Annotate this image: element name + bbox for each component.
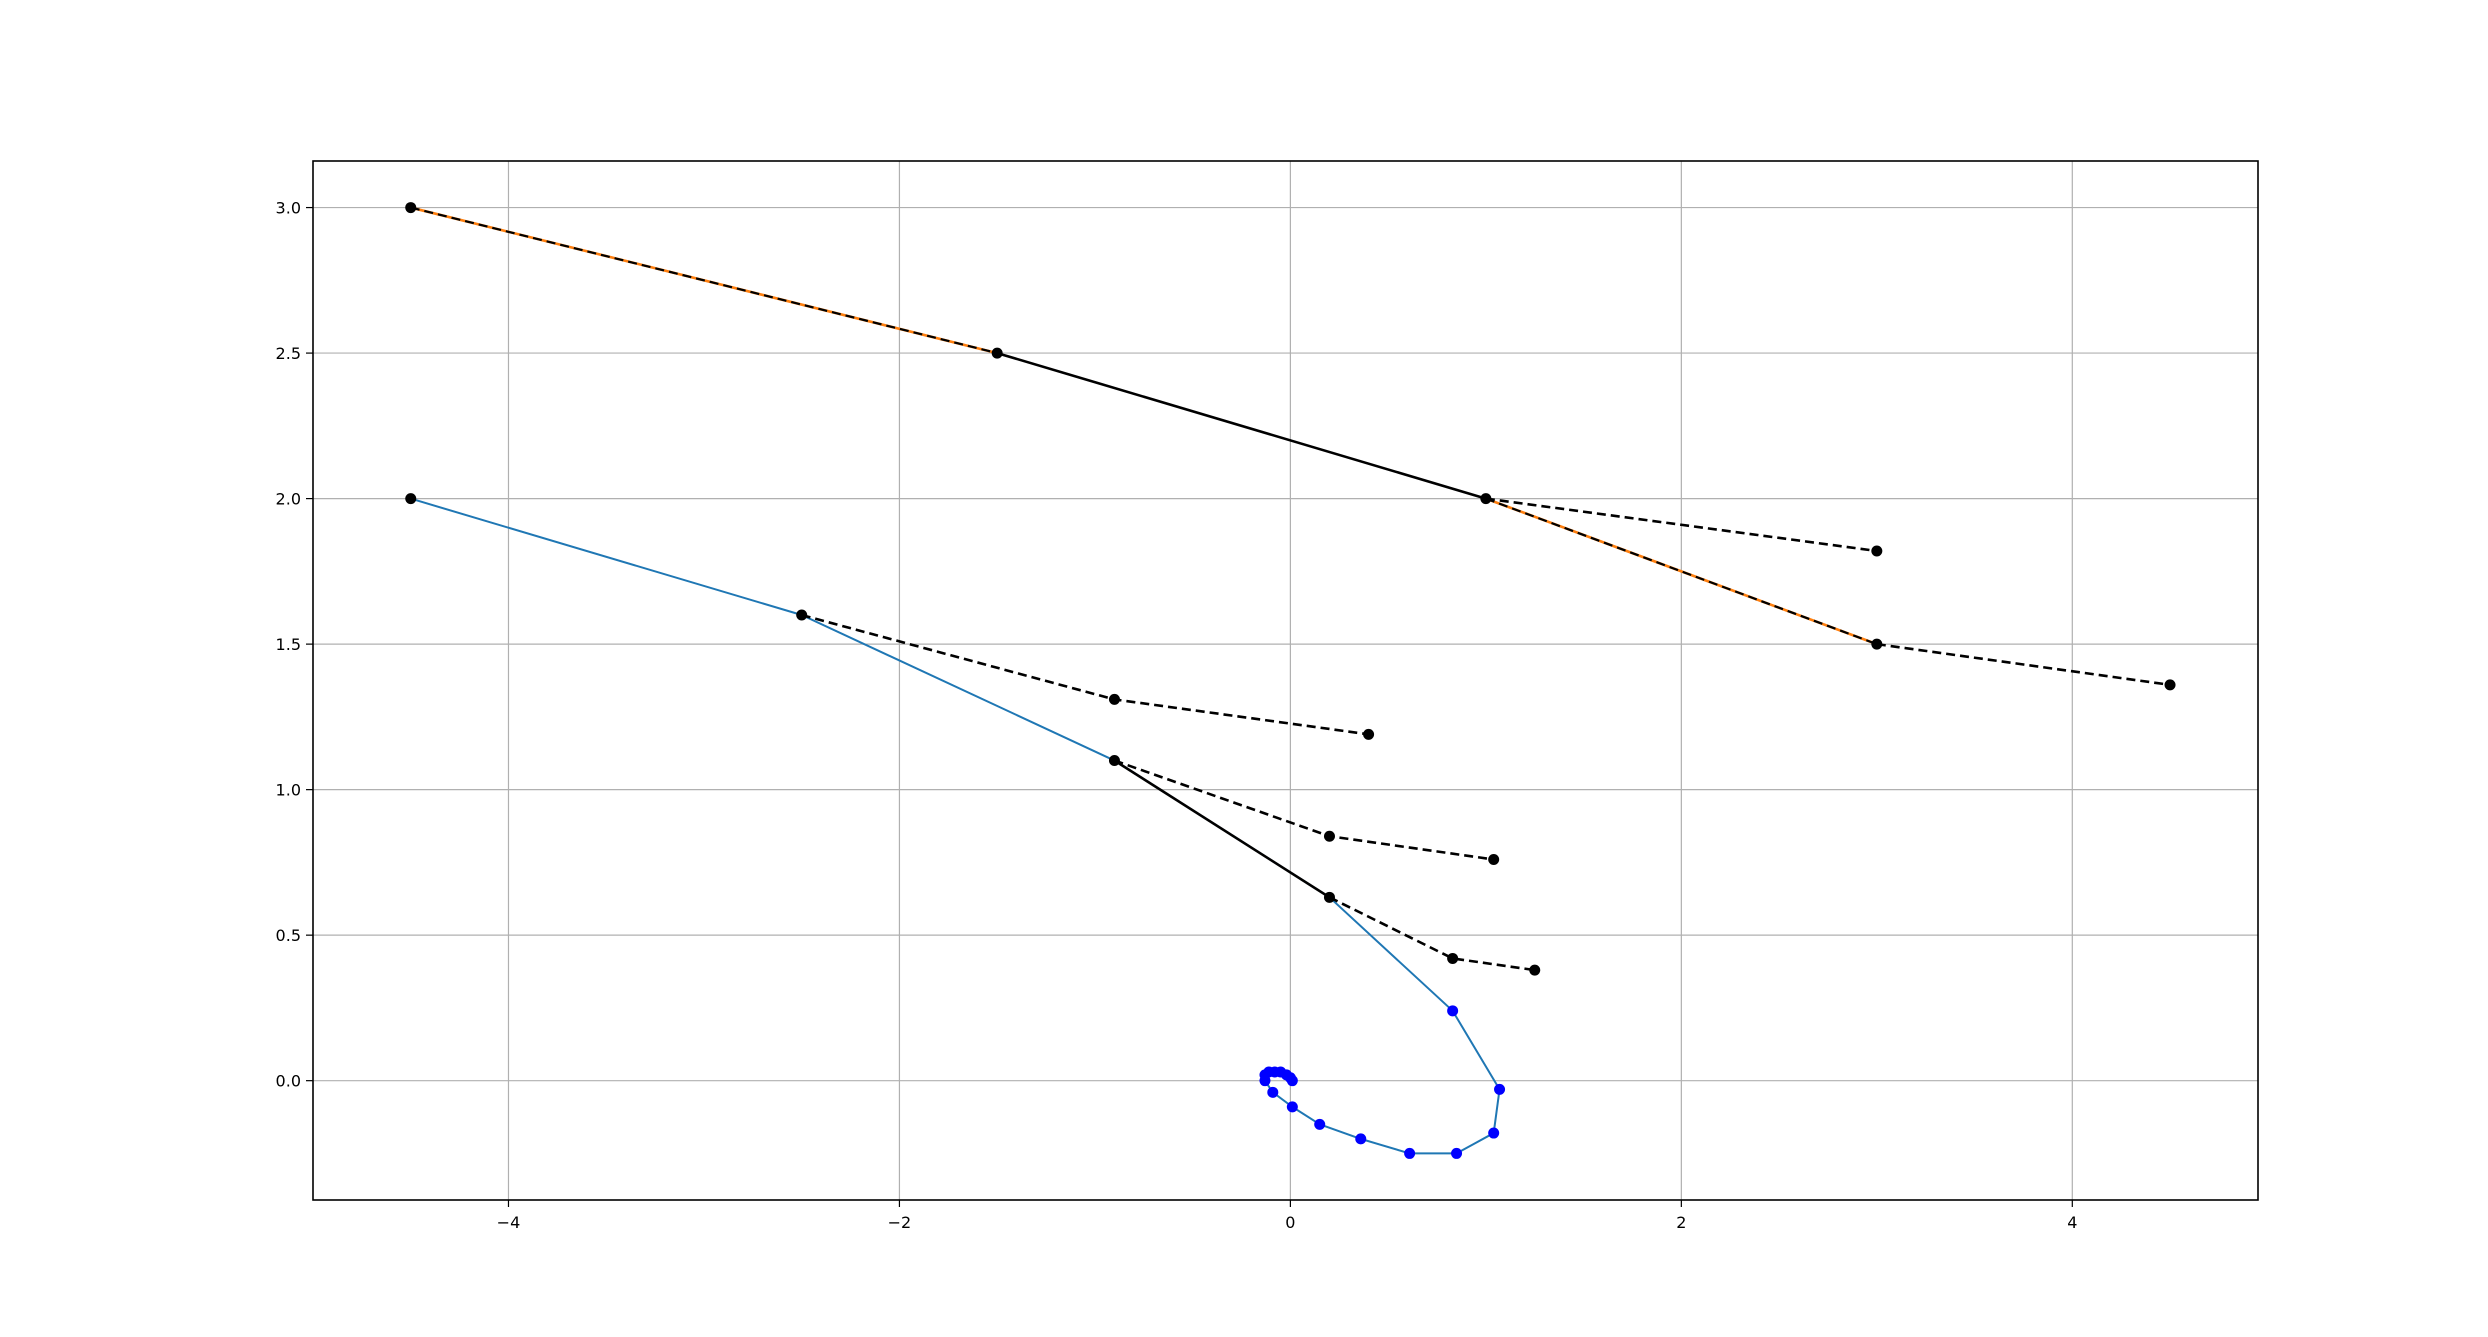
x-tick-label: −2 [888,1213,912,1232]
data-point-blue [1355,1133,1367,1145]
y-tick-label: 2.5 [276,344,301,363]
data-point-blue [1314,1118,1326,1130]
x-tick-label: 0 [1285,1213,1295,1232]
series-line-2 [996,351,1487,500]
series-line-5 [1876,642,2171,687]
data-point-black [1529,964,1541,976]
data-point-black [1323,891,1335,903]
axes-frame [312,160,2259,1201]
data-point-blue [1447,1005,1459,1017]
data-point-blue [1267,1086,1279,1098]
data-point-blue [1488,1127,1500,1139]
data-point-blue [1286,1101,1298,1113]
series-line-4 [1485,497,1877,553]
data-point-black [1323,830,1335,842]
data-point-black [796,609,808,621]
y-tick-label: 0.5 [276,926,301,945]
y-tick-label: 1.0 [276,781,301,800]
grid-lines [313,161,2258,1200]
data-point-blue [1494,1083,1506,1095]
data-point-black [405,493,417,505]
series-line-1-dash [410,206,998,355]
data-point-black [405,202,417,214]
data-point-black [2164,679,2176,691]
series-line-9 [1328,896,1535,972]
data-markers [405,202,2176,1159]
data-point-black [1108,693,1120,705]
data-point-black [1108,755,1120,767]
series-line-3 [1485,497,1878,646]
x-tick-label: 4 [2067,1213,2077,1232]
data-point-black [991,347,1003,359]
x-tick-label: 2 [1676,1213,1686,1232]
data-point-blue [1451,1147,1463,1159]
data-point-black [1871,638,1883,650]
y-tick-label: 2.0 [276,490,301,509]
data-point-black [1488,853,1500,865]
series-line-6 [1113,759,1331,899]
data-point-black [1363,728,1375,740]
plot-area: −4 −2 0 2 4 0.0 0.5 1.0 1.5 2.0 2.5 3.0 [276,160,2259,1232]
data-point-black [1447,952,1459,964]
y-tick-label: 3.0 [276,199,301,218]
data-point-black [1871,545,1883,557]
data-point-blue [1404,1147,1416,1159]
y-tick-label: 0.0 [276,1072,301,1091]
data-point-blue [1286,1075,1298,1087]
y-tick-label: 1.5 [276,635,301,654]
x-tick-label: −4 [497,1213,521,1232]
data-point-black [1480,493,1492,505]
axis-ticks: −4 −2 0 2 4 0.0 0.5 1.0 1.5 2.0 2.5 3.0 [276,199,2078,1232]
